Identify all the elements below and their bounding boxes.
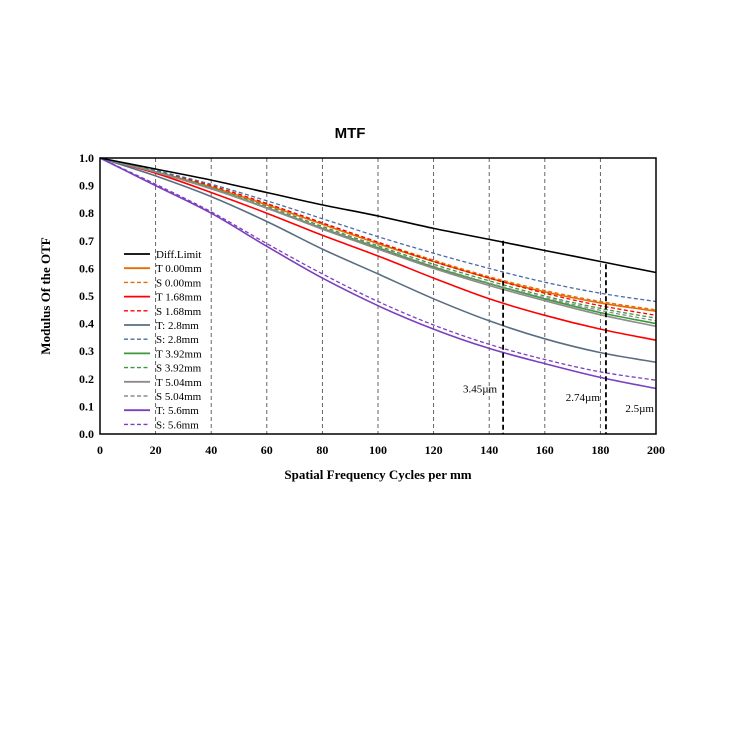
- series-line-6: [99, 157, 657, 303]
- legend-label: S: 5.6mm: [156, 419, 199, 431]
- y-tick-label: 0.6: [79, 261, 94, 275]
- x-tick-label: 100: [369, 443, 387, 457]
- y-tick-label: 0.4: [79, 317, 94, 331]
- series-line-0: [99, 157, 657, 274]
- series-line-12: [99, 157, 657, 381]
- y-tick-label: 0.8: [79, 206, 94, 220]
- y-tick-label: 0.5: [79, 289, 94, 303]
- pixel-size-annotation: 2.5µm: [625, 403, 654, 415]
- pixel-size-markers: [502, 240, 607, 434]
- x-axis-label: Spatial Frequency Cycles per mm: [284, 467, 471, 482]
- y-tick-label: 0.1: [79, 399, 94, 413]
- pixel-size-annotation: 3.45µm: [463, 384, 498, 396]
- legend-label: T 1.68mm: [156, 292, 202, 304]
- series-lines: [99, 157, 657, 390]
- legend: Diff.Limit T 0.00mm S 0.00mm T 1.68mm S 1.68…: [124, 249, 202, 431]
- legend-label: S 5.04mm: [156, 391, 202, 403]
- x-tick-label: 0: [97, 443, 103, 457]
- series-line-11: [99, 157, 657, 390]
- x-tick-label: 20: [150, 443, 162, 457]
- x-tick-label: 80: [316, 443, 328, 457]
- x-tick-label: 120: [425, 443, 443, 457]
- y-tick-label: 0.2: [79, 372, 94, 386]
- x-tick-label: 200: [647, 443, 665, 457]
- legend-label: T 0.00mm: [156, 263, 202, 275]
- legend-label: S 0.00mm: [156, 277, 202, 289]
- y-axis-label: Modulus Of the OTF: [38, 237, 53, 354]
- legend-label: T 5.04mm: [156, 377, 202, 389]
- plot-frame: [99, 157, 657, 435]
- annotations: 3.45µm 2.74µm 2.5µm: [463, 384, 654, 415]
- x-tick-label: 60: [261, 443, 273, 457]
- x-tick-label: 180: [591, 443, 609, 457]
- series-line-3: [99, 157, 657, 341]
- series-line-10: [99, 157, 657, 322]
- legend-label: S: 2.8mm: [156, 334, 199, 346]
- y-tick-label: 0.9: [79, 179, 94, 193]
- chart-title: MTF: [335, 125, 366, 142]
- legend-label: Diff.Limit: [156, 249, 201, 261]
- x-tick-label: 140: [480, 443, 498, 457]
- legend-label: S 1.68mm: [156, 306, 202, 318]
- x-tick-label: 40: [205, 443, 217, 457]
- legend-label: S 3.92mm: [156, 363, 202, 375]
- x-tick-label: 160: [536, 443, 554, 457]
- y-tick-label: 1.0: [79, 151, 94, 165]
- series-line-5: [99, 157, 657, 363]
- y-tick-label: 0.3: [79, 344, 94, 358]
- legend-label: T 3.92mm: [156, 348, 202, 360]
- gridlines: [155, 158, 601, 434]
- axis-ticks: 0 20 40 60 80 100 120 140 160 180 200 0.0 0.1 0.2 0.3 0…: [79, 151, 665, 457]
- legend-label: T: 5.6mm: [156, 405, 199, 417]
- y-tick-label: 0.7: [79, 234, 94, 248]
- series-line-4: [99, 157, 657, 316]
- pixel-size-annotation: 2.74µm: [566, 392, 601, 404]
- legend-label: T: 2.8mm: [156, 320, 199, 332]
- y-tick-label: 0.0: [79, 427, 94, 441]
